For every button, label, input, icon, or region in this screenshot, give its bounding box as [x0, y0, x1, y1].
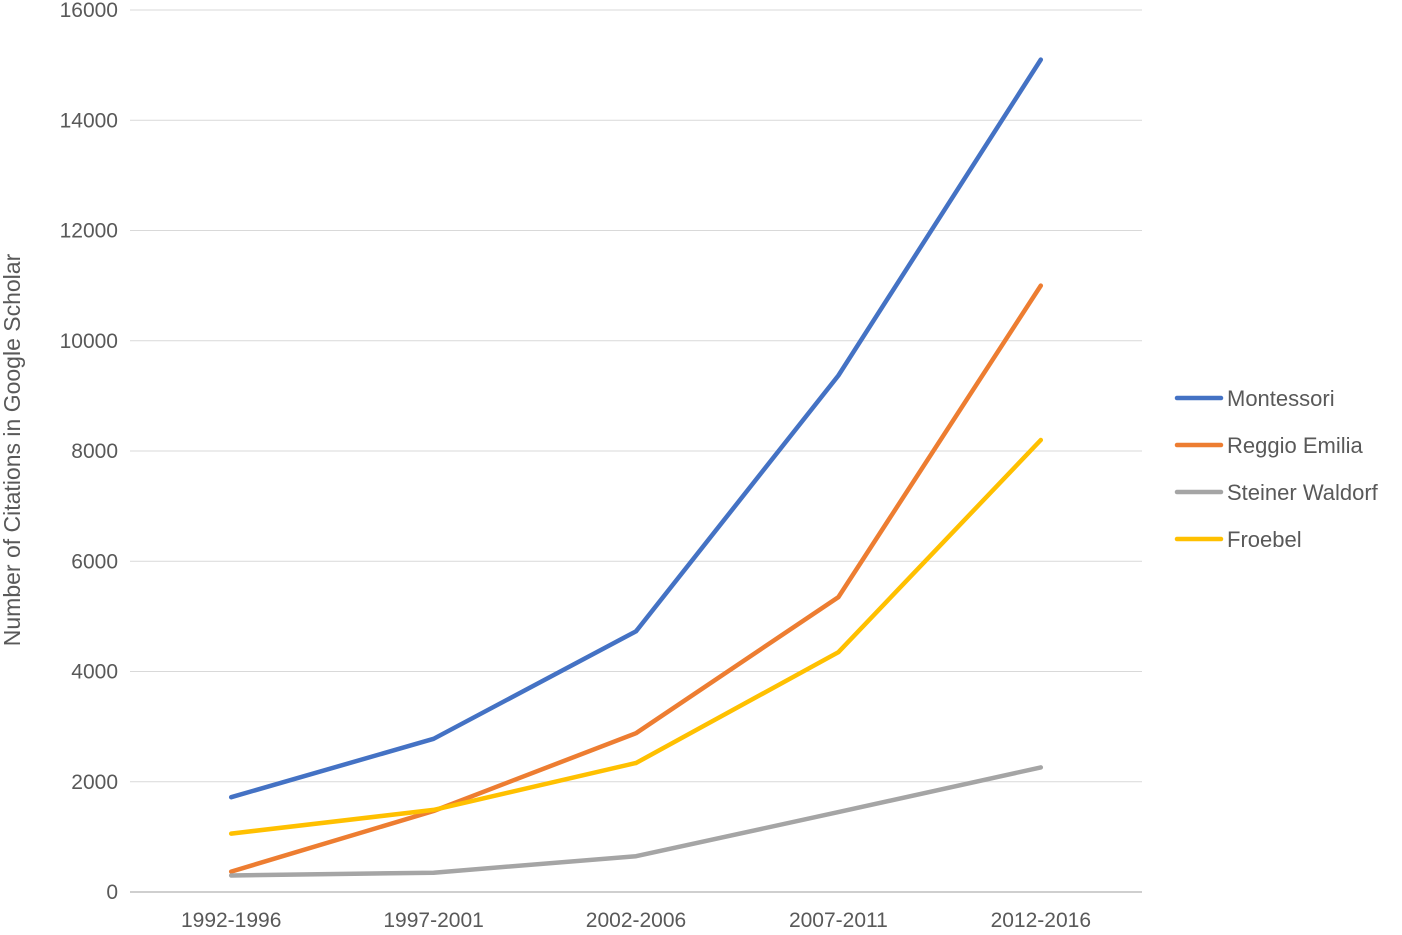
series-line-montessori: [228, 57, 1044, 800]
y-tick-0: 0: [106, 881, 118, 904]
gridlines: [130, 9, 1142, 893]
y-tick-6000: 6000: [71, 550, 118, 573]
legend-label-montessori: Montessori: [1227, 386, 1335, 411]
y-tick-14000: 14000: [60, 109, 118, 132]
x-tick-1997-2001: 1997-2001: [383, 909, 483, 932]
legend: Montessori Reggio Emilia Steiner Waldorf Fr…: [1174, 386, 1379, 552]
series-lines: [228, 57, 1044, 878]
series-line-steiner-waldorf: [228, 765, 1044, 878]
y-tick-10000: 10000: [60, 330, 118, 353]
y-tick-8000: 8000: [71, 440, 118, 463]
y-tick-16000: 16000: [60, 0, 118, 22]
x-tick-2012-2016: 2012-2016: [991, 909, 1091, 932]
x-tick-labels: 1992-1996 1997-2001 2002-2006 2007-2011 2012…: [181, 909, 1091, 932]
x-tick-1992-1996: 1992-1996: [181, 909, 281, 932]
y-tick-12000: 12000: [60, 220, 118, 243]
x-tick-2002-2006: 2002-2006: [586, 909, 686, 932]
x-tick-2007-2011: 2007-2011: [789, 909, 888, 932]
y-tick-4000: 4000: [71, 661, 118, 684]
y-axis-title: Number of Citations in Google Scholar: [0, 253, 25, 646]
legend-label-steiner-waldorf: Steiner Waldorf: [1227, 480, 1379, 505]
legend-label-reggio-emilia: Reggio Emilia: [1227, 433, 1363, 458]
legend-label-froebel: Froebel: [1227, 527, 1302, 552]
series-line-reggio-emilia: [228, 283, 1044, 874]
y-tick-2000: 2000: [71, 771, 118, 794]
y-tick-labels: 0 2000 4000 6000 8000 10000 12000 14000 16000: [60, 0, 118, 904]
series-line-froebel: [228, 437, 1044, 836]
